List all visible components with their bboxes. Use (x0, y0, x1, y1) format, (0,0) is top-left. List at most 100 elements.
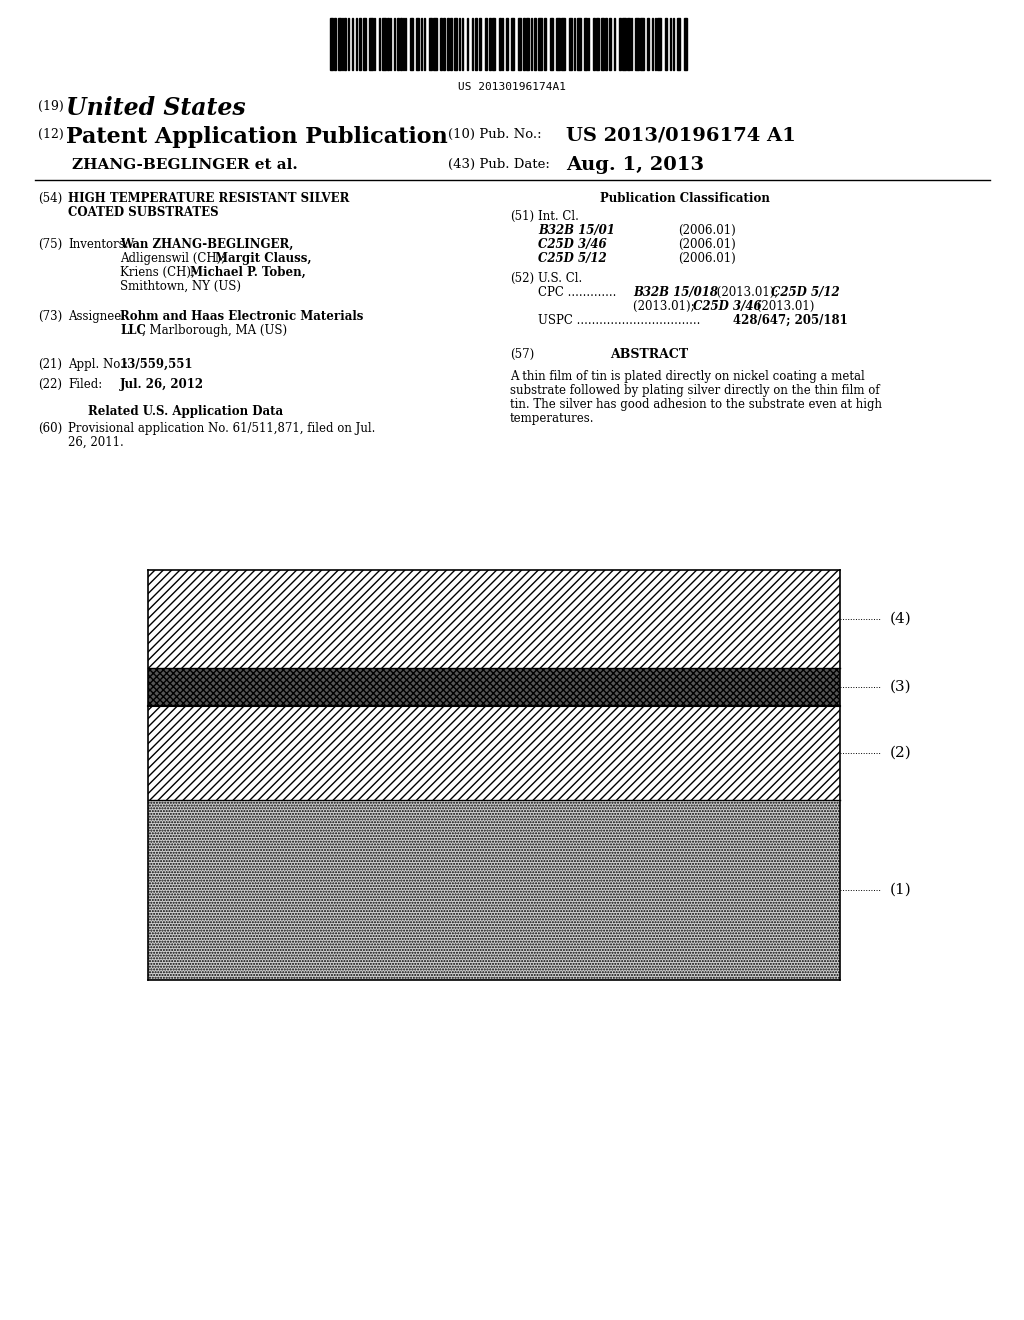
Text: 13/559,551: 13/559,551 (120, 358, 194, 371)
Text: Jul. 26, 2012: Jul. 26, 2012 (120, 378, 204, 391)
Text: substrate followed by plating silver directly on the thin film of: substrate followed by plating silver dir… (510, 384, 880, 397)
Bar (618, 18, 621, 70)
Bar (684, 18, 687, 70)
Text: (19): (19) (38, 100, 68, 114)
Bar (593, 18, 595, 70)
Bar (511, 18, 514, 70)
Bar (148, 570, 840, 668)
Text: (2006.01): (2006.01) (678, 238, 736, 251)
Text: (54): (54) (38, 191, 62, 205)
Text: A thin film of tin is plated directly on nickel coating a metal: A thin film of tin is plated directly on… (510, 370, 864, 383)
Text: LLC: LLC (120, 323, 145, 337)
Text: Assignee:: Assignee: (68, 310, 125, 323)
Text: (2013.01);: (2013.01); (713, 286, 782, 300)
Text: 428/647; 205/181: 428/647; 205/181 (733, 314, 848, 327)
Bar (454, 18, 457, 70)
Text: Related U.S. Application Data: Related U.S. Application Data (88, 405, 283, 418)
Text: (2006.01): (2006.01) (678, 224, 736, 238)
Bar (544, 18, 546, 70)
Bar (369, 18, 373, 70)
Bar (334, 18, 336, 70)
Text: (4): (4) (890, 612, 911, 626)
Text: Rohm and Haas Electronic Materials: Rohm and Haas Electronic Materials (120, 310, 364, 323)
Bar (433, 18, 437, 70)
Text: United States: United States (66, 96, 246, 120)
Text: temperatures.: temperatures. (510, 412, 595, 425)
Text: C25D 3/46: C25D 3/46 (538, 238, 606, 251)
Bar (344, 18, 346, 70)
Text: C25D 3/46: C25D 3/46 (693, 300, 762, 313)
Text: B32B 15/018: B32B 15/018 (633, 286, 718, 300)
Bar (475, 18, 477, 70)
Text: , Marlborough, MA (US): , Marlborough, MA (US) (142, 323, 287, 337)
Bar (523, 18, 525, 70)
Bar (584, 18, 587, 70)
Bar (410, 18, 413, 70)
Bar (397, 18, 399, 70)
Text: (60): (60) (38, 422, 62, 436)
Text: (52): (52) (510, 272, 535, 285)
Bar (429, 18, 432, 70)
Bar (550, 18, 553, 70)
Text: Provisional application No. 61/511,871, filed on Jul.: Provisional application No. 61/511,871, … (68, 422, 376, 436)
Text: (21): (21) (38, 358, 62, 371)
Bar (569, 18, 572, 70)
Bar (556, 18, 560, 70)
Bar (627, 18, 630, 70)
Text: Int. Cl.: Int. Cl. (538, 210, 579, 223)
Bar (622, 18, 626, 70)
Text: Patent Application Publication: Patent Application Publication (66, 125, 447, 148)
Text: ABSTRACT: ABSTRACT (610, 348, 688, 360)
Text: ZHANG-BEGLINGER et al.: ZHANG-BEGLINGER et al. (72, 158, 298, 172)
Bar (479, 18, 481, 70)
Text: (10) Pub. No.:: (10) Pub. No.: (449, 128, 550, 141)
Text: (12): (12) (38, 128, 68, 141)
Text: Michael P. Toben,: Michael P. Toben, (190, 267, 306, 279)
Text: (75): (75) (38, 238, 62, 251)
Bar (359, 18, 361, 70)
Text: (51): (51) (510, 210, 535, 223)
Bar (338, 18, 341, 70)
Text: Kriens (CH);: Kriens (CH); (120, 267, 199, 279)
Text: (2): (2) (890, 746, 911, 760)
Text: C25D 5/12: C25D 5/12 (538, 252, 606, 265)
Bar (400, 18, 402, 70)
Text: HIGH TEMPERATURE RESISTANT SILVER: HIGH TEMPERATURE RESISTANT SILVER (68, 191, 349, 205)
Text: Smithtown, NY (US): Smithtown, NY (US) (120, 280, 241, 293)
Bar (492, 18, 495, 70)
Bar (450, 18, 452, 70)
Bar (362, 18, 366, 70)
Text: (2013.01);: (2013.01); (633, 300, 698, 313)
Bar (443, 18, 445, 70)
Text: (1): (1) (890, 883, 911, 898)
Bar (148, 800, 840, 979)
Text: CPC .............: CPC ............. (538, 286, 616, 300)
Text: Adligenswil (CH);: Adligenswil (CH); (120, 252, 229, 265)
Bar (609, 18, 611, 70)
Bar (447, 18, 449, 70)
Text: U.S. Cl.: U.S. Cl. (538, 272, 583, 285)
Bar (148, 706, 840, 800)
Text: (43) Pub. Date:: (43) Pub. Date: (449, 158, 550, 172)
Bar (518, 18, 521, 70)
Bar (526, 18, 529, 70)
Bar (538, 18, 542, 70)
Bar (534, 18, 536, 70)
Text: US 2013/0196174 A1: US 2013/0196174 A1 (566, 125, 796, 144)
Bar (657, 18, 662, 70)
Bar (596, 18, 599, 70)
Bar (635, 18, 639, 70)
Bar (605, 18, 607, 70)
Bar (330, 18, 333, 70)
Bar (148, 668, 840, 706)
Text: 26, 2011.: 26, 2011. (68, 436, 124, 449)
Bar (416, 18, 419, 70)
Text: Aug. 1, 2013: Aug. 1, 2013 (566, 156, 705, 174)
Text: tin. The silver has good adhesion to the substrate even at high: tin. The silver has good adhesion to the… (510, 399, 882, 411)
Text: Appl. No.:: Appl. No.: (68, 358, 128, 371)
Bar (382, 18, 386, 70)
Text: C25D 5/12: C25D 5/12 (771, 286, 840, 300)
Bar (577, 18, 581, 70)
Text: Publication Classification: Publication Classification (600, 191, 770, 205)
Text: B32B 15/01: B32B 15/01 (538, 224, 614, 238)
